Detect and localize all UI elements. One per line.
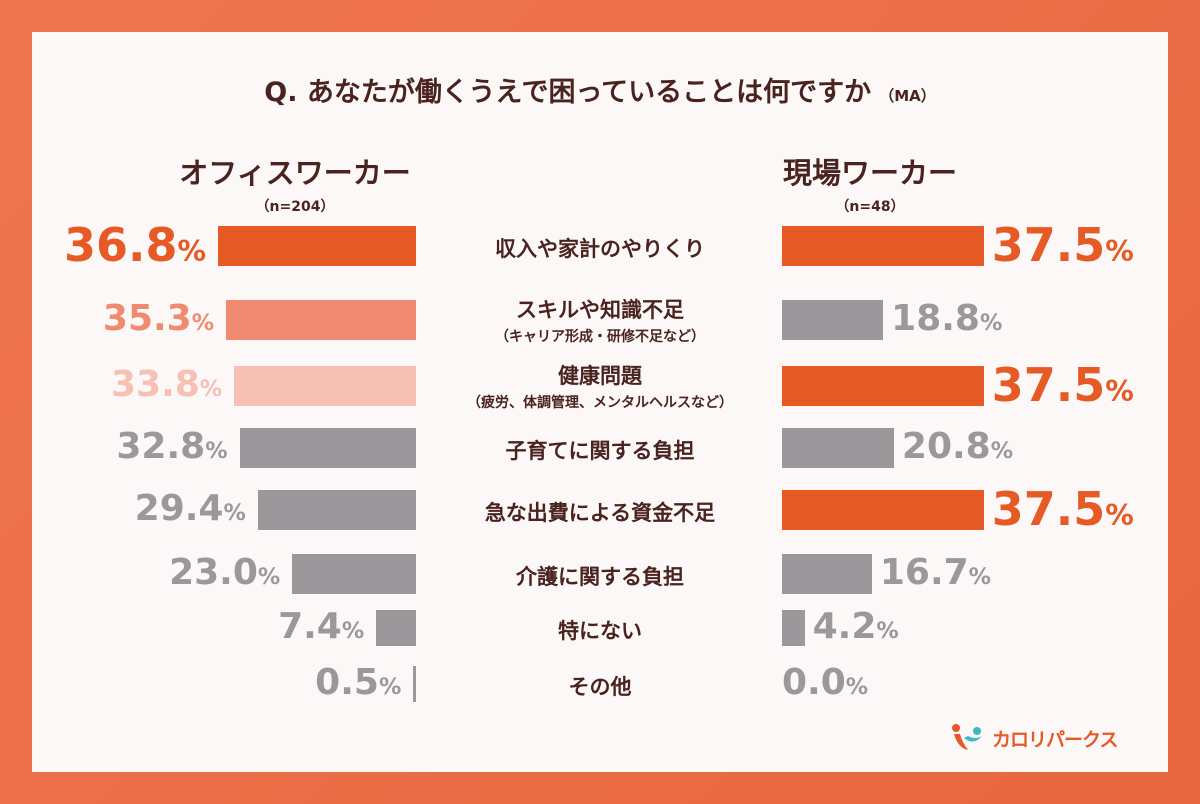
value-number: 18.8 — [891, 298, 980, 340]
value-label-field-worker: 0.0% — [782, 665, 868, 701]
value-unit: % — [199, 376, 223, 403]
group-name: 現場ワーカー — [782, 156, 957, 190]
brand-logo: カロリパークス — [950, 722, 1118, 754]
bar-office-worker — [226, 300, 416, 340]
bar-field-worker — [782, 428, 894, 468]
bar-office-worker — [234, 366, 416, 406]
value-unit: % — [1105, 375, 1134, 409]
value-unit: % — [876, 618, 899, 645]
category-label: 特にない — [420, 615, 780, 645]
legend-field-worker: 現場ワーカー （n=48） — [740, 150, 1000, 216]
category-main: 子育てに関する負担 — [505, 439, 695, 463]
category-label: 子育てに関する負担 — [420, 435, 780, 465]
value-unit: % — [177, 235, 207, 269]
bar-office-worker — [413, 666, 416, 702]
value-label-office-worker: 36.8% — [64, 222, 206, 268]
chart-title: Q. あなたが働くうえで困っていることは何ですか （MA） — [0, 70, 1200, 109]
value-number: 4.2 — [812, 606, 877, 648]
value-number: 0.0 — [782, 662, 846, 704]
value-label-office-worker: 33.8% — [111, 367, 222, 403]
bar-office-worker — [218, 226, 416, 266]
category-main: 急な出費による資金不足 — [484, 501, 716, 525]
logo-mark-icon — [952, 724, 982, 750]
value-label-field-worker: 18.8% — [891, 301, 1002, 337]
category-sub: （キャリア形成・研修不足など） — [495, 329, 705, 345]
value-label-office-worker: 29.4% — [135, 491, 246, 527]
category-sub: （疲労、体調管理、メンタルヘルスなど） — [467, 395, 733, 411]
category-main: スキルや知識不足 — [516, 298, 684, 322]
group-sample-size: （n=204） — [255, 199, 335, 215]
bar-office-worker — [376, 610, 416, 646]
value-label-field-worker: 20.8% — [902, 429, 1013, 465]
category-label: 収入や家計のやりくり — [420, 233, 780, 263]
value-unit: % — [223, 500, 246, 527]
bar-office-worker — [292, 554, 416, 594]
legend-office-worker: オフィスワーカー （n=204） — [150, 150, 440, 216]
value-unit: % — [1105, 235, 1134, 269]
title-text: Q. あなたが働くうえで困っていることは何ですか — [264, 77, 872, 108]
category-label: 健康問題 （疲労、体調管理、メンタルヘルスなど） — [420, 360, 780, 412]
category-label: 急な出費による資金不足 — [420, 497, 780, 527]
value-label-field-worker: 37.5% — [992, 222, 1134, 268]
value-label-office-worker: 7.4% — [278, 609, 364, 645]
bar-office-worker — [257, 490, 416, 530]
value-unit: % — [845, 674, 869, 701]
value-number: 37.5 — [991, 358, 1106, 413]
value-label-office-worker: 35.3% — [103, 301, 214, 337]
title-note: （MA） — [879, 87, 936, 105]
value-number: 35.3 — [102, 298, 192, 340]
value-number: 36.8 — [63, 218, 178, 273]
value-number: 32.8 — [116, 426, 206, 468]
value-unit: % — [979, 310, 1003, 337]
category-main: 介護に関する負担 — [516, 565, 684, 589]
bar-field-worker — [782, 554, 872, 594]
value-unit: % — [341, 618, 365, 645]
bar-field-worker — [782, 226, 984, 266]
value-number: 33.8 — [110, 364, 200, 406]
value-number: 20.8 — [901, 426, 991, 468]
category-label: スキルや知識不足 （キャリア形成・研修不足など） — [420, 294, 780, 346]
category-main: その他 — [568, 675, 632, 699]
category-main: 健康問題 — [558, 364, 642, 388]
value-unit: % — [205, 438, 228, 465]
value-number: 29.4 — [134, 488, 224, 530]
bar-field-worker — [782, 610, 805, 646]
category-label: その他 — [420, 671, 780, 701]
category-main: 特にない — [558, 619, 642, 643]
value-label-office-worker: 0.5% — [315, 665, 401, 701]
value-unit: % — [990, 438, 1014, 465]
value-label-field-worker: 16.7% — [880, 555, 991, 591]
bar-field-worker — [782, 366, 984, 406]
value-unit: % — [378, 674, 402, 701]
bar-office-worker — [239, 428, 416, 468]
value-unit: % — [257, 564, 281, 591]
group-name: オフィスワーカー — [179, 156, 411, 190]
logo-text: カロリパークス — [992, 728, 1118, 751]
value-label-field-worker: 37.5% — [992, 486, 1134, 532]
value-number: 23.0 — [169, 552, 258, 594]
bar-field-worker — [782, 490, 984, 530]
group-sample-size: （n=48） — [835, 199, 905, 215]
value-label-field-worker: 37.5% — [992, 362, 1134, 408]
value-label-field-worker: 4.2% — [813, 609, 899, 645]
bar-field-worker — [782, 300, 884, 340]
value-unit: % — [1105, 499, 1134, 533]
value-label-office-worker: 32.8% — [116, 429, 227, 465]
value-unit: % — [191, 310, 215, 337]
value-number: 37.5 — [991, 482, 1106, 537]
category-label: 介護に関する負担 — [420, 561, 780, 591]
value-number: 16.7 — [879, 552, 969, 594]
value-number: 7.4 — [278, 606, 342, 648]
value-number: 0.5 — [315, 662, 379, 704]
category-main: 収入や家計のやりくり — [495, 237, 705, 261]
value-unit: % — [968, 564, 992, 591]
value-label-office-worker: 23.0% — [169, 555, 280, 591]
value-number: 37.5 — [991, 218, 1106, 273]
